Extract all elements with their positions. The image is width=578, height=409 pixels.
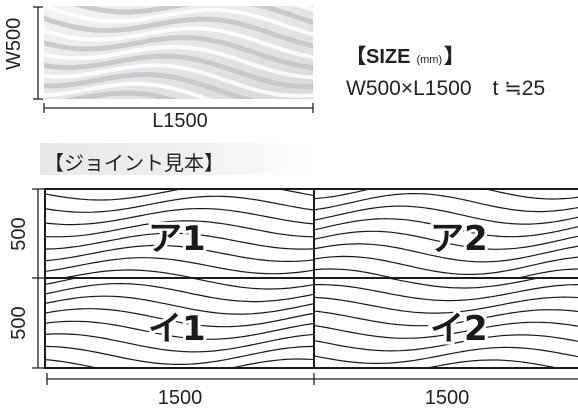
wave-line <box>45 308 314 328</box>
size-heading: 【SIZE (mm)】 <box>346 40 464 69</box>
wave-line <box>60 269 197 278</box>
wave-line <box>45 189 314 201</box>
wave-line <box>45 244 314 262</box>
panel-sample-photo <box>44 6 313 99</box>
wave-line <box>45 320 314 340</box>
wave-line <box>314 284 578 302</box>
wave-line <box>304 259 578 275</box>
wave-line <box>314 268 578 278</box>
sample-length-label: L1500 <box>152 110 208 132</box>
wave-line <box>45 220 314 238</box>
joint-banner <box>40 143 316 175</box>
wave-line <box>45 208 314 226</box>
photo-wave-shading <box>44 26 313 60</box>
wave-line <box>45 257 314 275</box>
wave-line <box>45 333 314 353</box>
wave-line <box>314 218 578 238</box>
wave-line <box>304 178 578 186</box>
photo-wave-shading <box>62 90 178 99</box>
wave-line <box>423 359 561 368</box>
panel-a1-label: ア1 <box>148 219 206 259</box>
wave-line <box>35 178 324 188</box>
panel-a2-label: ア2 <box>430 219 488 259</box>
wave-line <box>45 232 314 250</box>
wave-line <box>45 195 314 213</box>
photo-wave-shading <box>44 72 257 99</box>
wave-line <box>314 346 578 364</box>
wave-line <box>314 255 578 275</box>
photo-wave-shading <box>44 6 313 37</box>
column-2-width-label: 1500 <box>425 387 470 409</box>
wave-line <box>384 278 543 289</box>
wave-line <box>314 334 578 352</box>
wave-line <box>314 189 578 200</box>
size-heading-end: 】 <box>444 46 465 68</box>
size-unit: (mm) <box>416 54 443 66</box>
wave-line <box>314 309 578 327</box>
row-2-height-label: 500 <box>8 306 30 339</box>
sample-width-label: W500 <box>3 17 25 70</box>
panel-i2-waves <box>304 259 578 368</box>
panel-i1-waves <box>45 278 314 368</box>
photo-wave-shading <box>44 44 313 80</box>
wave-line <box>314 243 578 263</box>
size-spec: W500×L1500 t ≒25 <box>346 77 546 100</box>
wave-line <box>45 278 314 290</box>
wave-line <box>314 193 578 213</box>
panel-i1-label: イ1 <box>148 309 206 349</box>
joint-sample-heading: 【ジョイント見本】 <box>44 153 224 175</box>
wave-line <box>314 321 578 339</box>
row-dimension-line <box>32 188 44 369</box>
wave-line <box>45 295 314 315</box>
photo-wave-shading <box>44 35 313 70</box>
wave-line <box>45 345 314 365</box>
size-heading-text: 【SIZE <box>346 46 411 68</box>
photo-wave-shading <box>44 63 313 98</box>
wave-line <box>45 358 314 368</box>
column-dimension-line <box>46 373 578 385</box>
photo-wave-shading <box>44 81 214 99</box>
wave-line <box>314 296 578 314</box>
panel-a2-waves <box>304 178 578 300</box>
row-1-height-label: 500 <box>8 217 30 250</box>
wave-line <box>314 205 578 225</box>
sample-dimension-lines <box>33 6 314 113</box>
wave-line <box>314 230 578 250</box>
photo-wave-shading <box>44 15 313 49</box>
wave-line <box>35 282 324 298</box>
photo-wave-shading <box>73 6 313 25</box>
wave-line <box>304 282 578 300</box>
column-1-width-label: 1500 <box>158 387 203 409</box>
panel-i2-label: イ2 <box>430 309 488 349</box>
joint-diagram: ア1 ア2 イ1 イ2 500 500 1500 1500 <box>8 178 578 409</box>
photo-wave-shading <box>44 53 313 90</box>
wave-line <box>45 283 314 303</box>
